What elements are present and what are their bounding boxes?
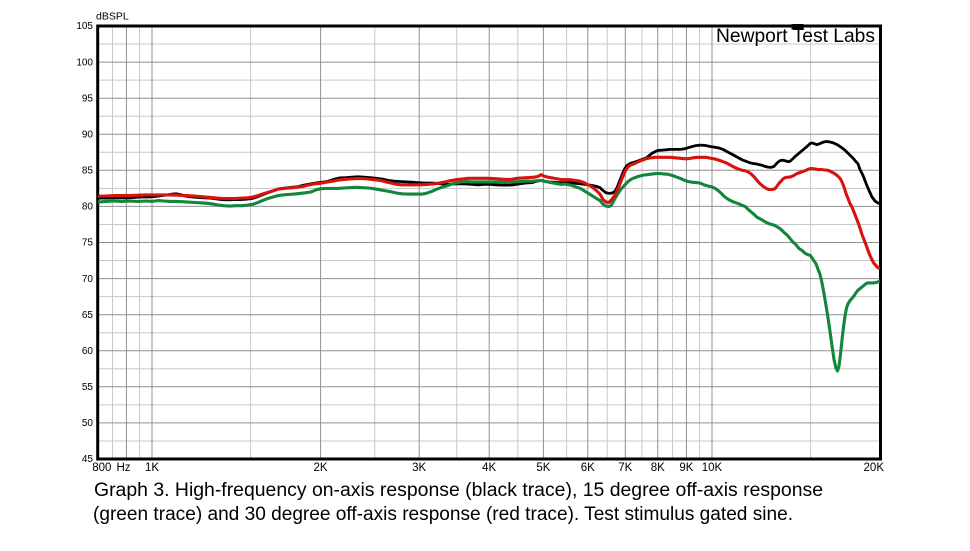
svg-text:10K: 10K (702, 462, 723, 474)
svg-text:1K: 1K (145, 462, 159, 474)
svg-text:55: 55 (82, 382, 94, 393)
svg-text:95: 95 (82, 93, 94, 104)
svg-text:75: 75 (82, 238, 94, 249)
svg-text:60: 60 (82, 346, 94, 357)
svg-text:7K: 7K (618, 462, 632, 474)
svg-text:80: 80 (82, 202, 94, 213)
svg-text:8K: 8K (651, 462, 665, 474)
svg-text:50: 50 (82, 418, 94, 429)
svg-text:dBSPL: dBSPL (96, 11, 129, 23)
svg-text:105: 105 (76, 21, 93, 32)
svg-text:3K: 3K (412, 462, 426, 474)
svg-text:9K: 9K (679, 462, 693, 474)
svg-text:Graph 3. High-frequency on-axi: Graph 3. High-frequency on-axis response… (94, 480, 823, 501)
svg-text:100: 100 (76, 57, 93, 68)
svg-text:5K: 5K (536, 462, 550, 474)
svg-text:70: 70 (82, 274, 94, 285)
svg-text:85: 85 (82, 166, 94, 177)
svg-text:45: 45 (82, 454, 94, 465)
svg-text:65: 65 (82, 310, 94, 321)
svg-text:Hz: Hz (116, 462, 130, 474)
svg-text:20K: 20K (864, 462, 885, 474)
svg-text:2K: 2K (314, 462, 328, 474)
svg-text:90: 90 (82, 130, 94, 141)
svg-text:Newport Test Labs: Newport Test Labs (716, 25, 875, 47)
svg-text:(green trace) and 30 degree of: (green trace) and 30 degree off-axis res… (93, 504, 793, 525)
svg-text:6K: 6K (581, 462, 595, 474)
svg-text:800: 800 (92, 462, 111, 474)
svg-text:4K: 4K (482, 462, 496, 474)
